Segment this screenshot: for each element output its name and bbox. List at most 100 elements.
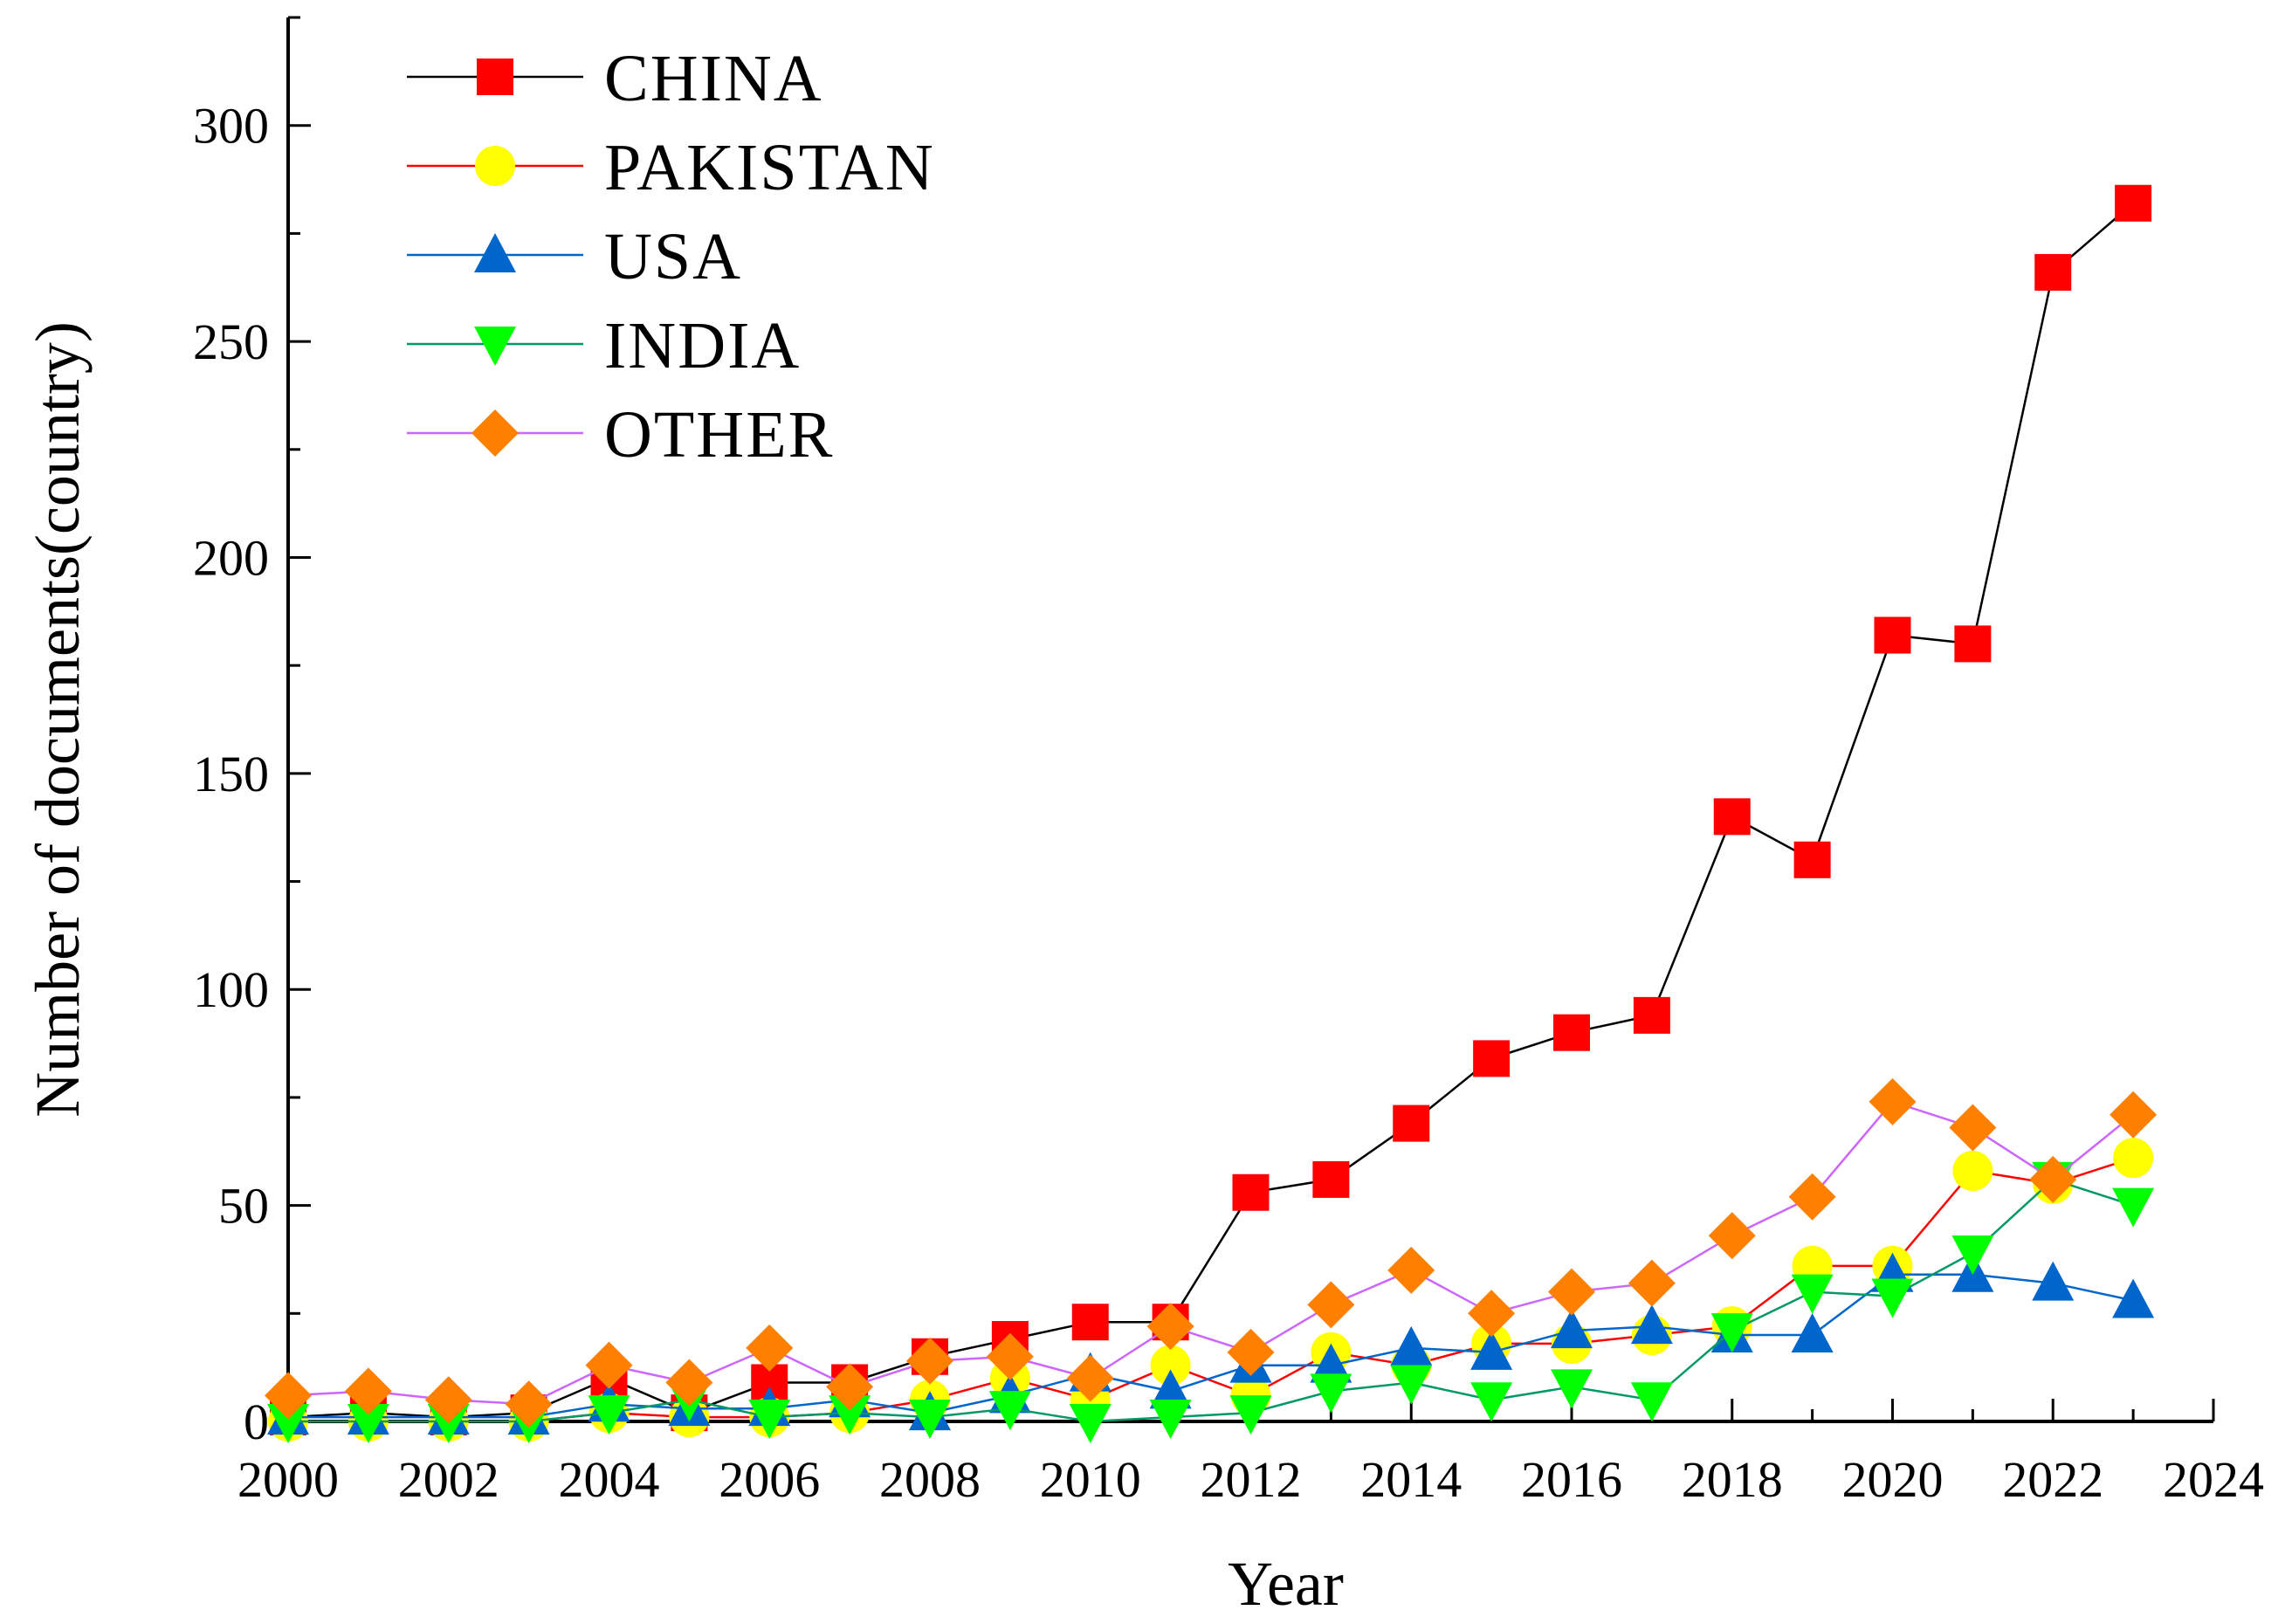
data-point-india	[1310, 1373, 1352, 1414]
x-tick-label: 2006	[719, 1451, 820, 1508]
x-tick-label: 2014	[1360, 1451, 1462, 1508]
data-point-pakistan	[1952, 1151, 1993, 1192]
x-tick-label: 2022	[2002, 1451, 2103, 1508]
data-point-other	[1869, 1077, 1917, 1125]
data-point-china	[1793, 841, 1831, 878]
y-axis-title: Number of documents(country)	[23, 321, 93, 1118]
data-point-other	[1146, 1303, 1194, 1351]
y-tick-label: 300	[193, 98, 269, 155]
x-tick-label: 2010	[1040, 1451, 1141, 1508]
data-point-china	[1312, 1160, 1350, 1198]
data-point-other	[1387, 1246, 1435, 1294]
series-india	[267, 1161, 2155, 1443]
data-point-usa	[1791, 1313, 1834, 1353]
series-line-other	[287, 1100, 2134, 1406]
x-axis-title: Year	[1228, 1549, 1344, 1619]
data-point-other	[665, 1359, 713, 1407]
data-point-usa	[1390, 1325, 1433, 1366]
data-point-other	[505, 1380, 553, 1428]
series-layer	[265, 184, 2158, 1443]
data-point-china	[1473, 1040, 1511, 1077]
data-point-china	[1071, 1304, 1109, 1341]
series-line-usa	[288, 1273, 2134, 1419]
y-tick-label: 100	[193, 961, 269, 1018]
data-point-india	[1149, 1400, 1192, 1440]
data-point-india	[427, 1404, 470, 1443]
legend-label: USA	[604, 220, 742, 293]
data-point-other	[1788, 1173, 1836, 1221]
data-point-other	[585, 1341, 633, 1389]
data-point-india	[588, 1395, 630, 1435]
data-point-other	[1949, 1104, 1997, 1152]
data-point-china	[2115, 184, 2152, 222]
data-point-other	[1548, 1268, 1595, 1316]
legend-item-china: CHINA	[407, 42, 823, 115]
data-point-usa	[2112, 1278, 2155, 1318]
series-china	[270, 184, 2152, 1436]
data-point-usa	[1310, 1343, 1352, 1383]
data-point-other	[1468, 1290, 1516, 1338]
y-tick-label: 0	[244, 1393, 269, 1450]
legend-label: INDIA	[604, 309, 801, 382]
legend-marker-usa	[474, 233, 516, 272]
data-point-other	[1628, 1259, 1676, 1307]
data-point-india	[1069, 1404, 1112, 1443]
legend-marker-pakistan	[475, 146, 515, 186]
data-point-india	[1630, 1382, 1673, 1422]
data-point-usa	[1630, 1304, 1673, 1345]
data-point-china	[1393, 1104, 1430, 1142]
legend-item-other: OTHER	[407, 398, 834, 471]
legend-label: OTHER	[604, 398, 834, 471]
data-point-india	[1951, 1235, 1994, 1276]
legend-marker-china	[477, 58, 513, 95]
legend-label: PAKISTAN	[604, 131, 935, 204]
data-point-china	[1633, 996, 1670, 1034]
x-tick-label: 2024	[2163, 1451, 2264, 1508]
series-line-china	[287, 202, 2134, 1419]
data-point-china	[1553, 1014, 1590, 1051]
data-point-other	[1307, 1281, 1355, 1329]
data-point-pakistan	[2113, 1138, 2154, 1179]
data-point-other	[424, 1376, 472, 1424]
data-point-usa	[2032, 1261, 2075, 1301]
legend-item-pakistan: PAKISTAN	[407, 131, 935, 204]
x-tick-label: 2020	[1842, 1451, 1944, 1508]
data-point-other	[1708, 1212, 1756, 1260]
data-point-other	[1227, 1328, 1275, 1376]
data-point-india	[909, 1400, 951, 1440]
data-point-india	[1229, 1395, 1272, 1435]
data-point-china	[1874, 616, 1911, 654]
data-point-other	[344, 1367, 392, 1415]
data-point-india	[988, 1391, 1031, 1431]
data-point-usa	[1470, 1330, 1513, 1370]
data-point-india	[2112, 1187, 2155, 1228]
axes: 2000 2002 2004 2006 2008 2010 2012 2014 2016 2018…	[193, 16, 2264, 1508]
x-tick-label: 2004	[559, 1451, 660, 1508]
data-point-india	[1710, 1313, 1753, 1353]
series-other	[265, 1077, 2158, 1428]
data-point-pakistan	[1150, 1345, 1191, 1386]
data-point-usa	[1551, 1309, 1593, 1349]
data-point-china	[1713, 798, 1751, 836]
legend-label: CHINA	[604, 42, 823, 115]
y-tick-label: 50	[218, 1178, 269, 1235]
legend-item-usa: USA	[407, 220, 742, 293]
legend: CHINA PAKISTAN USA INDIA OTHER	[407, 42, 935, 471]
y-tick-label: 150	[193, 746, 269, 802]
data-point-other	[906, 1337, 953, 1385]
data-point-india	[829, 1395, 871, 1435]
series-pakistan	[268, 1138, 2154, 1442]
x-tick-label: 2008	[879, 1451, 981, 1508]
data-point-other	[265, 1372, 312, 1420]
y-tick-label: 250	[193, 313, 269, 370]
series-line-india	[288, 1178, 2134, 1423]
series-usa	[267, 1252, 2155, 1435]
x-tick-label: 2018	[1682, 1451, 1783, 1508]
data-point-other	[2029, 1155, 2077, 1203]
data-point-china	[2034, 253, 2072, 291]
data-point-india	[267, 1404, 309, 1443]
data-point-other	[746, 1324, 794, 1372]
x-tick-label: 2000	[237, 1451, 339, 1508]
data-point-other	[2109, 1091, 2158, 1139]
